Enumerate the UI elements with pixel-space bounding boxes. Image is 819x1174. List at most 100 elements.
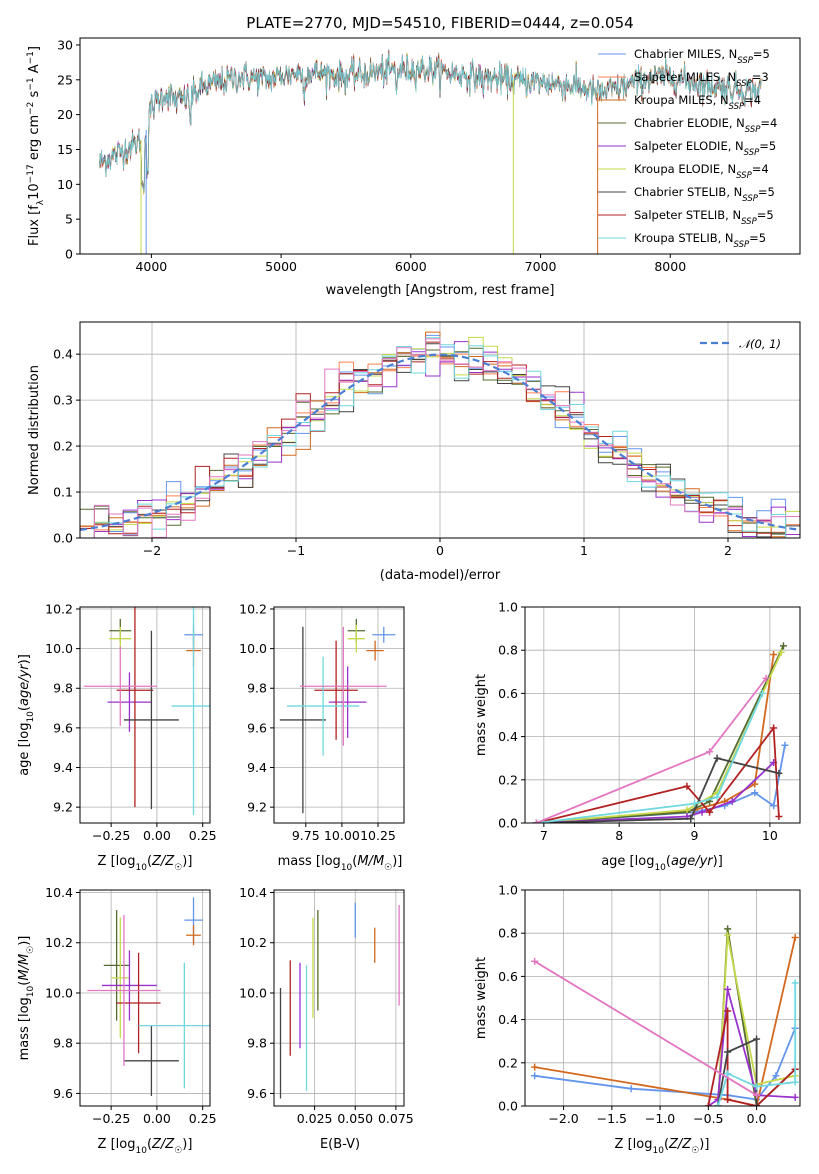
- x-tick-label: −0.5: [693, 1111, 723, 1126]
- point-marker: [683, 782, 691, 790]
- y-tick-label: 0.4: [498, 729, 518, 744]
- x-tick-label: 0.075: [378, 1111, 414, 1126]
- x-tick-label: −0.25: [92, 1111, 130, 1126]
- point-marker: [772, 1072, 780, 1080]
- grid: [525, 606, 800, 824]
- weight-series-1: [534, 1027, 797, 1101]
- axis-label: age [log10(age/yr)]: [601, 854, 723, 873]
- point-marker: [724, 1048, 732, 1056]
- axis-label: Z [log10(Z/Z☉)]: [615, 1137, 710, 1156]
- legend-entry: Chabrier STELIB, NSSP=5: [598, 185, 775, 204]
- y-tick-label: 10.0: [45, 985, 73, 1000]
- data-point-1: [372, 626, 396, 643]
- grid: [525, 889, 800, 1107]
- x-axis-label: (data-model)/error: [380, 568, 501, 583]
- x-tick-label: 10.00: [324, 828, 360, 843]
- y-tick-label: 9.4: [247, 760, 267, 775]
- legend-label: Chabrier ELODIE, NSSP=4: [634, 116, 777, 135]
- x-tick-label: 0.25: [189, 828, 217, 843]
- mass-vs-metallicity-panel: −0.25 0.00 0.25 9.6 9.8 10.0 10.2 10.4 Z [log10(…: [17, 885, 217, 1156]
- y-tick-label: 10: [57, 177, 73, 192]
- data-point-6: [116, 952, 161, 1054]
- weight-series-7: [536, 757, 780, 823]
- y-tick-label: 9.8: [53, 1036, 73, 1051]
- point-marker: [728, 797, 736, 805]
- x-tick-label: 6000: [395, 259, 427, 274]
- y-tick-label: 9.6: [53, 720, 73, 735]
- histogram-series-10: [80, 338, 800, 538]
- point-marker: [775, 769, 783, 777]
- y-tick-label: 15: [57, 142, 73, 157]
- y-tick-label: 0.2: [498, 772, 518, 787]
- y-tick-label: 9.8: [247, 1036, 267, 1051]
- point-marker: [687, 815, 695, 823]
- point-marker: [698, 808, 706, 816]
- y-tick-label: 10.0: [45, 641, 73, 656]
- weight-vs-age-panel: 7 8 9 10 0.0 0.2 0.4 0.6 0.8 1.0 age [log10(age/yr…: [474, 600, 801, 873]
- axis-label: mass [log10(M/M☉)]: [278, 854, 403, 873]
- y-tick-label: 0.1: [53, 485, 73, 500]
- axes-frame: [79, 321, 801, 539]
- weight-series-8: [536, 693, 764, 823]
- axes-frame: [524, 889, 801, 1107]
- plot-marks: [279, 902, 400, 1099]
- y-tick-label: 0.0: [498, 816, 518, 831]
- legend: Chabrier MILES, NSSP=5 Salpeter MILES, NS…: [598, 47, 777, 250]
- axes-frame: [524, 606, 801, 824]
- axis-label: Z [log10(Z/Z☉)]: [98, 854, 193, 873]
- mass-vs-extinction-panel: 0.025 0.050 0.075 9.6 9.8 10.0 10.2 10.4 E(B-V): [239, 885, 414, 1152]
- axis-label: age [log10(age/yr)]: [17, 654, 36, 776]
- y-tick-label: 0.6: [498, 969, 518, 984]
- data-point-6: [116, 607, 154, 808]
- point-marker: [770, 651, 778, 659]
- point-marker: [724, 985, 732, 993]
- y-tick-label: 1.0: [498, 883, 518, 898]
- grid: [274, 890, 404, 1106]
- point-marker: [531, 1063, 539, 1071]
- data-point-9: [87, 915, 161, 1066]
- plot-marks: [83, 607, 210, 816]
- data-point-9: [83, 646, 157, 726]
- y-tick-label: 9.8: [247, 681, 267, 696]
- point-marker: [704, 1102, 712, 1106]
- y-tick-label: 0.4: [498, 1012, 518, 1027]
- point-marker: [683, 806, 691, 814]
- y-tick-label: 10.2: [45, 601, 73, 616]
- point-marker: [531, 1072, 539, 1080]
- weight-series-9: [534, 960, 758, 1096]
- point-marker: [791, 934, 799, 942]
- x-tick-label: 7: [540, 828, 548, 843]
- weight-series-7: [717, 1037, 758, 1106]
- y-tick-label: 0.3: [53, 393, 73, 408]
- weight-series-2: [536, 654, 775, 823]
- axes-frame: [79, 606, 211, 824]
- axis-ticks: −0.25 0.00 0.25 9.2 9.4 9.6 9.8 10.0 10.2: [45, 601, 216, 843]
- point-marker: [781, 741, 789, 749]
- x-tick-label: 0.00: [143, 1111, 171, 1126]
- point-marker: [691, 800, 699, 808]
- y-tick-label: 9.8: [53, 681, 73, 696]
- point-marker: [627, 1085, 635, 1093]
- y-tick-label: 0.6: [498, 686, 518, 701]
- axes-frame: [273, 606, 405, 824]
- data-point-2: [366, 640, 384, 661]
- y-tick-label: 0.0: [498, 1099, 518, 1114]
- point-marker: [724, 1096, 732, 1104]
- y-tick-label: 20: [57, 107, 73, 122]
- x-tick-label: −2.0: [548, 1111, 578, 1126]
- point-marker: [758, 689, 766, 697]
- histogram-plot-area: −2 −1 0 1 2 0.0 0.1 0.2 0.3 0.4: [53, 321, 801, 558]
- legend-label: Salpeter STELIB, NSSP=5: [634, 208, 774, 227]
- x-tick-label: 10.25: [360, 828, 396, 843]
- axes-frame: [79, 37, 801, 255]
- x-tick-label: −1: [287, 543, 305, 558]
- x-tick-label: 0.0: [747, 1111, 767, 1126]
- axis-ticks: 7 8 9 10 0.0 0.2 0.4 0.6 0.8 1.0: [498, 600, 778, 844]
- legend-label: 𝒩(0, 1): [739, 337, 781, 351]
- point-marker: [532, 819, 540, 823]
- point-marker: [753, 1102, 761, 1106]
- x-tick-label: 8000: [654, 259, 686, 274]
- point-marker: [724, 1070, 732, 1078]
- legend-label: Salpeter ELODIE, NSSP=5: [634, 139, 776, 158]
- legend-label: Salpeter MILES, NSSP=3: [634, 70, 769, 89]
